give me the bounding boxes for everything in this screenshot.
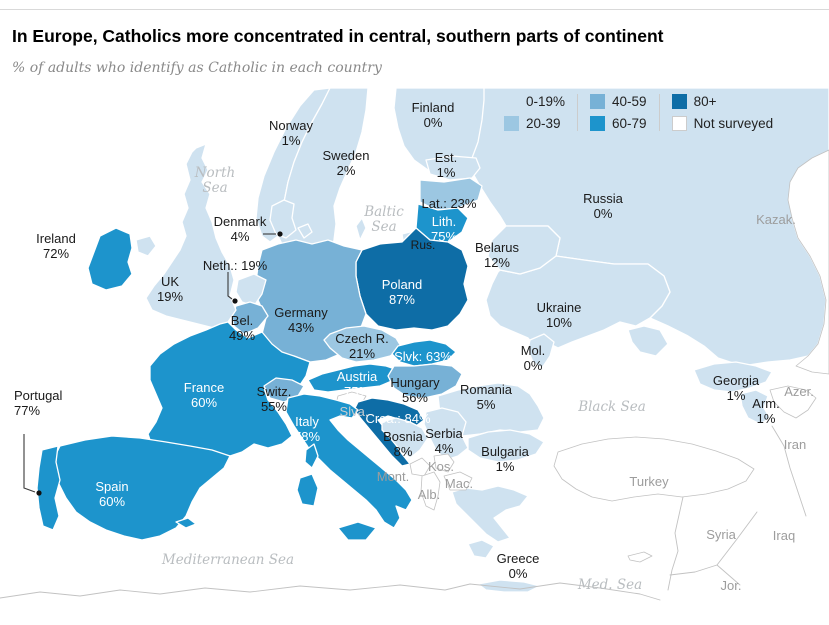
country-shape-ukraine xyxy=(485,255,671,349)
island-sardinia xyxy=(296,473,319,507)
leader-dot-netherlands xyxy=(232,298,238,304)
legend-label: 60-79 xyxy=(612,116,647,131)
island-balearics xyxy=(175,517,197,529)
leader-dot-portugal xyxy=(36,490,42,496)
legend-item: 40-59 xyxy=(590,94,647,109)
country-shape-belarus xyxy=(487,225,561,275)
page-title: In Europe, Catholics more concentrated i… xyxy=(12,26,664,46)
legend-label: Not surveyed xyxy=(693,116,774,131)
island-cyprus xyxy=(627,551,653,563)
legend-label: 40-59 xyxy=(612,94,647,109)
country-shape-uk xyxy=(145,143,237,329)
country-shape-macedonia xyxy=(443,471,473,491)
island-corsica xyxy=(304,443,319,469)
country-shape-kosovo xyxy=(433,453,455,473)
country-shape-georgia xyxy=(693,361,773,393)
country-shape-greece xyxy=(451,485,529,543)
legend-item: 80+ xyxy=(671,94,774,109)
country-shape-armenia xyxy=(739,389,771,425)
legend-item: 20-39 xyxy=(504,116,565,131)
legend-item: Not surveyed xyxy=(671,116,774,131)
island-sicily xyxy=(337,521,377,541)
legend-label: 80+ xyxy=(693,94,717,109)
country-shape-france xyxy=(147,321,311,457)
country-shape-belgium xyxy=(231,301,269,335)
legend-swatch-b80 xyxy=(671,94,687,109)
country-shape-estonia xyxy=(425,155,481,181)
country-shape-ireland xyxy=(87,227,133,291)
legend-item: 0-19% xyxy=(504,94,565,109)
country-shape-moldova xyxy=(527,333,555,369)
country-shape-austria xyxy=(307,363,399,393)
region-northern-ireland xyxy=(135,235,157,257)
island-zealand xyxy=(297,223,313,239)
leader-portugal xyxy=(23,434,36,493)
leader-dot-denmark xyxy=(277,231,283,237)
country-shape-slovakia xyxy=(391,339,457,367)
country-shape-albania xyxy=(420,471,441,511)
country-shape-serbia xyxy=(423,407,469,461)
border-levant-coast xyxy=(667,496,684,591)
peninsula-crimea xyxy=(627,325,669,357)
island-crete xyxy=(477,579,541,593)
country-shape-latvia xyxy=(419,177,483,211)
country-shape-turkey xyxy=(553,436,755,502)
top-rule xyxy=(0,9,829,10)
country-shape-denmark xyxy=(269,199,297,239)
peninsula-peloponnese xyxy=(467,539,495,559)
legend-column: 80+ Not surveyed xyxy=(658,94,786,131)
legend-label: 20-39 xyxy=(526,116,561,131)
border-syria-iraq xyxy=(716,511,758,566)
legend-swatch-b0 xyxy=(504,94,519,109)
country-shape-azerbaijan xyxy=(769,385,817,419)
country-shape-spain xyxy=(53,435,231,541)
country-shape-poland xyxy=(355,227,469,331)
legend-item: 60-79 xyxy=(590,116,647,131)
coastline-africa xyxy=(0,582,661,601)
border-jordan xyxy=(669,564,741,586)
legend-column: 40-59 60-79 xyxy=(577,94,659,131)
country-shape-czech xyxy=(323,325,403,363)
country-shape-montenegro xyxy=(409,457,431,477)
island-gotland xyxy=(355,217,367,241)
country-shape-hungary xyxy=(387,363,463,399)
legend-swatch-b40 xyxy=(590,94,606,109)
legend-column: 0-19% 20-39 xyxy=(492,94,577,131)
leader-netherlands xyxy=(227,272,233,300)
legend-label: 0-19% xyxy=(526,94,566,109)
country-shape-portugal xyxy=(36,445,61,531)
country-shape-italy xyxy=(285,393,413,529)
border-iran-west xyxy=(771,425,807,517)
country-shape-netherlands xyxy=(235,273,267,307)
country-shape-kazakhstan xyxy=(787,149,829,375)
country-shape-bulgaria xyxy=(467,429,545,463)
country-shape-bosnia xyxy=(381,417,429,459)
legend-swatch-b20 xyxy=(504,116,519,131)
page-subtitle: % of adults who identify as Catholic in … xyxy=(12,60,382,76)
map-legend: 0-19% 20-39 40-59 60-79 80+ Not surveyed xyxy=(492,94,785,131)
legend-swatch-ns xyxy=(671,116,687,131)
legend-swatch-b60 xyxy=(590,116,606,131)
